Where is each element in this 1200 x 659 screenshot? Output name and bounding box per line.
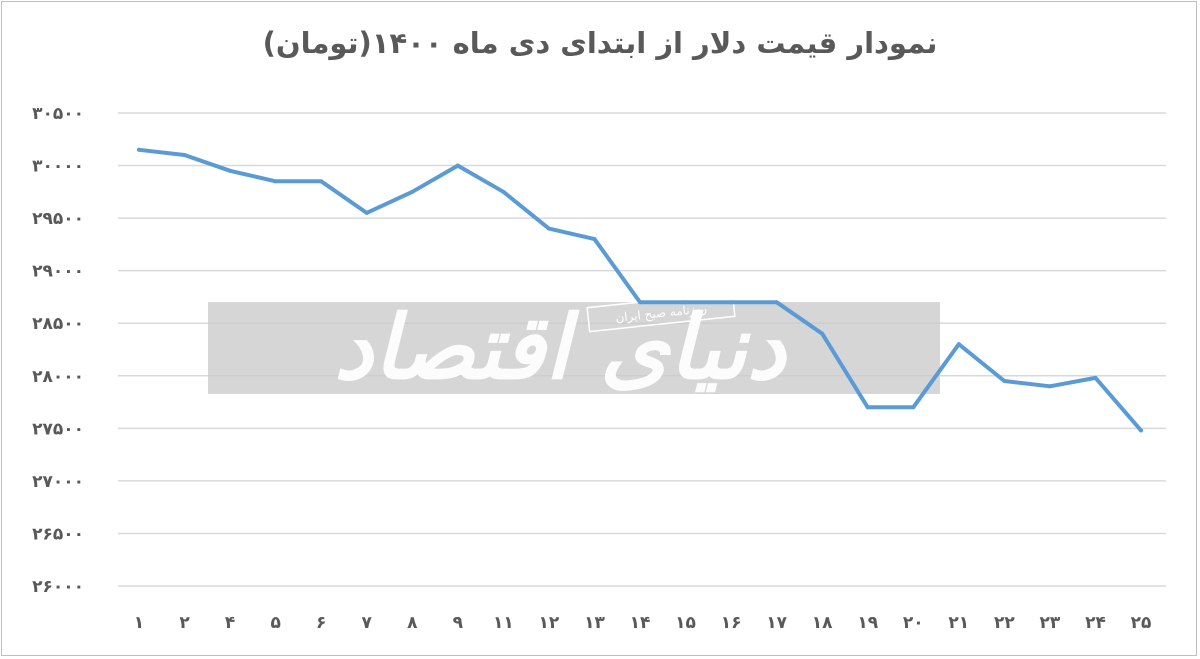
- x-tick-label: ۱۱: [493, 613, 514, 633]
- x-tick-label: ۲۲: [994, 613, 1015, 633]
- x-tick-label: ۱۷: [766, 613, 787, 633]
- data-point: [182, 153, 187, 158]
- x-tick-label: ۱۴: [630, 613, 651, 633]
- y-tick-label: ۲۷۰۰۰: [32, 472, 84, 492]
- y-tick-label: ۲۶۵۰۰: [32, 524, 84, 544]
- x-axis-ticks: ۱ ۲ ۴ ۵ ۶ ۷ ۸ ۹ ۱۱ ۱۲ ۱۳ ۱۴ ۱۵ ۱۶ ۱۷ ۱۸ ۱۹ ۲۰ ۲۱ ۲۲ ۲۳ ۲۴ ۲۵: [134, 613, 1152, 633]
- x-tick-label: ۱۳: [584, 613, 605, 633]
- data-point: [638, 300, 642, 305]
- x-tick-label: ۲: [179, 613, 190, 633]
- data-point: [1047, 384, 1052, 389]
- data-point: [592, 237, 597, 242]
- x-tick-label: ۲۱: [948, 613, 969, 633]
- x-tick-label: ۲۰: [903, 613, 924, 633]
- x-tick-label: ۶: [316, 613, 326, 633]
- y-tick-label: ۲۹۰۰۰: [32, 262, 84, 282]
- x-tick-label: ۲۳: [1040, 613, 1061, 633]
- data-point: [956, 342, 961, 347]
- data-point: [1002, 379, 1007, 384]
- x-tick-label: ۱: [134, 613, 144, 633]
- x-tick-label: ۱۶: [721, 613, 742, 633]
- data-point: [820, 331, 825, 336]
- data-point: [501, 189, 506, 194]
- data-point: [774, 300, 779, 305]
- data-point: [546, 226, 551, 231]
- x-tick-label: ۹: [453, 613, 464, 633]
- x-tick-label: ۴: [225, 613, 235, 633]
- y-tick-label: ۲۹۵۰۰: [32, 209, 84, 229]
- x-tick-label: ۸: [407, 613, 418, 633]
- data-point: [1139, 428, 1143, 433]
- data-point: [865, 405, 870, 410]
- x-tick-label: ۲۵: [1131, 613, 1152, 633]
- x-tick-label: ۵: [270, 613, 280, 633]
- y-axis-ticks: ۳۰۵۰۰ ۳۰۰۰۰ ۲۹۵۰۰ ۲۹۰۰۰ ۲۸۵۰۰ ۲۸۰۰۰ ۲۷۵۰۰ ۲۷۰۰۰…: [32, 104, 84, 597]
- y-tick-label: ۲۸۵۰۰: [32, 314, 84, 334]
- watermark-logo: دنیای اقتصاد: [334, 295, 788, 399]
- watermark: دنیای اقتصاد روزنامه صبح ایران: [208, 291, 940, 399]
- y-tick-label: ۲۶۰۰۰: [32, 577, 84, 597]
- x-tick-label: ۱۲: [539, 613, 560, 633]
- data-point: [410, 189, 415, 194]
- data-point: [228, 168, 233, 173]
- chart-title: نمودار قیمت دلار از ابتدای دی ماه ۱۴۰۰(ت…: [262, 26, 938, 60]
- y-tick-label: ۳۰۰۰۰: [32, 157, 84, 177]
- x-tick-label: ۱۸: [812, 613, 833, 633]
- y-tick-label: ۲۷۵۰۰: [32, 419, 84, 439]
- data-point: [729, 300, 734, 305]
- x-tick-label: ۷: [362, 613, 373, 633]
- x-tick-label: ۱۹: [857, 613, 878, 633]
- data-point: [455, 163, 460, 168]
- data-point: [911, 405, 916, 410]
- data-point: [683, 300, 688, 305]
- data-point: [1093, 375, 1098, 380]
- x-tick-label: ۲۴: [1085, 613, 1106, 633]
- y-tick-label: ۳۰۵۰۰: [32, 104, 84, 124]
- data-point: [319, 179, 324, 184]
- watermark-band: [208, 302, 940, 394]
- data-point: [273, 179, 278, 184]
- data-point: [364, 210, 369, 215]
- gridlines: [118, 112, 1166, 587]
- y-tick-label: ۲۸۰۰۰: [32, 367, 84, 387]
- price-series: [137, 147, 1143, 433]
- data-point: [137, 147, 141, 152]
- x-tick-label: ۱۵: [675, 613, 696, 633]
